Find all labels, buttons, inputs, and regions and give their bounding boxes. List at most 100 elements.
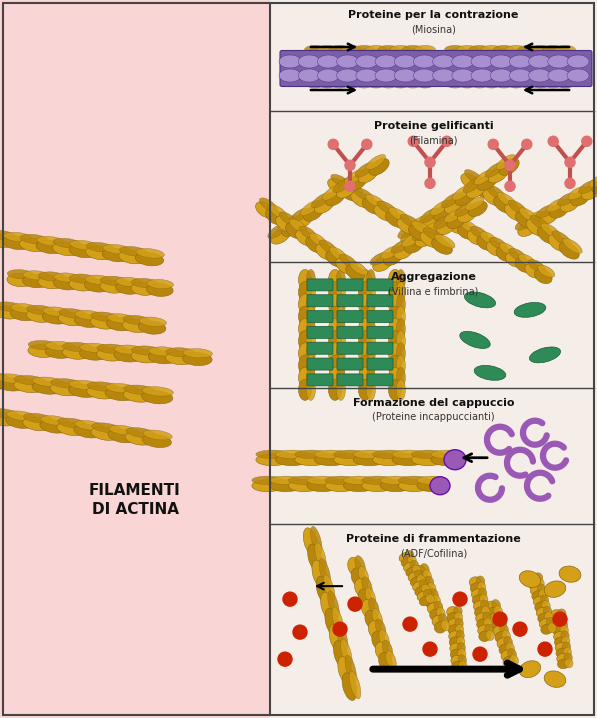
Circle shape <box>488 139 498 149</box>
Ellipse shape <box>351 192 371 208</box>
Ellipse shape <box>328 178 349 195</box>
Ellipse shape <box>518 45 538 54</box>
Ellipse shape <box>506 45 527 54</box>
Ellipse shape <box>69 274 96 284</box>
Ellipse shape <box>317 45 338 54</box>
FancyBboxPatch shape <box>367 358 393 370</box>
Ellipse shape <box>546 617 555 627</box>
Ellipse shape <box>557 653 569 663</box>
Ellipse shape <box>414 570 423 579</box>
Ellipse shape <box>123 315 150 325</box>
Ellipse shape <box>494 197 513 213</box>
Ellipse shape <box>304 49 325 61</box>
Ellipse shape <box>279 212 297 226</box>
Ellipse shape <box>518 49 538 61</box>
Ellipse shape <box>300 200 320 215</box>
Ellipse shape <box>399 553 411 562</box>
Ellipse shape <box>436 607 445 618</box>
Text: (ADF/Cofilina): (ADF/Cofilina) <box>400 548 467 558</box>
Ellipse shape <box>499 243 516 255</box>
Ellipse shape <box>538 613 550 623</box>
Ellipse shape <box>454 606 462 617</box>
Ellipse shape <box>389 342 402 364</box>
Ellipse shape <box>417 575 425 584</box>
Ellipse shape <box>298 367 312 388</box>
Ellipse shape <box>378 76 399 88</box>
Ellipse shape <box>456 625 464 635</box>
FancyBboxPatch shape <box>337 358 363 370</box>
Ellipse shape <box>309 233 327 247</box>
Ellipse shape <box>432 615 444 627</box>
Ellipse shape <box>271 228 291 244</box>
Ellipse shape <box>355 579 368 597</box>
Ellipse shape <box>336 294 346 314</box>
Ellipse shape <box>561 631 569 640</box>
Ellipse shape <box>389 318 402 339</box>
Ellipse shape <box>534 269 552 284</box>
Ellipse shape <box>336 269 346 290</box>
Text: Proteine di frammentazione: Proteine di frammentazione <box>346 534 521 544</box>
FancyBboxPatch shape <box>367 374 393 386</box>
Ellipse shape <box>266 209 284 225</box>
Ellipse shape <box>476 613 488 623</box>
Ellipse shape <box>298 379 312 401</box>
Ellipse shape <box>423 590 435 602</box>
Ellipse shape <box>74 424 103 438</box>
FancyBboxPatch shape <box>307 327 333 338</box>
Ellipse shape <box>463 177 483 192</box>
Ellipse shape <box>69 381 100 390</box>
Ellipse shape <box>7 270 34 279</box>
Ellipse shape <box>544 581 566 597</box>
Ellipse shape <box>328 330 341 351</box>
Ellipse shape <box>45 345 75 358</box>
Ellipse shape <box>534 573 543 582</box>
Ellipse shape <box>10 307 38 321</box>
Ellipse shape <box>329 73 350 81</box>
Ellipse shape <box>497 638 509 649</box>
Ellipse shape <box>359 294 371 314</box>
Ellipse shape <box>349 671 361 699</box>
Ellipse shape <box>362 577 372 595</box>
Ellipse shape <box>340 254 358 268</box>
Ellipse shape <box>548 235 568 251</box>
Ellipse shape <box>4 232 32 242</box>
Ellipse shape <box>518 221 537 236</box>
Ellipse shape <box>471 55 493 68</box>
Ellipse shape <box>353 450 386 459</box>
Ellipse shape <box>275 454 309 466</box>
Ellipse shape <box>32 377 64 386</box>
Circle shape <box>565 157 575 167</box>
Ellipse shape <box>342 673 356 701</box>
Ellipse shape <box>143 430 172 440</box>
Ellipse shape <box>378 49 399 61</box>
Ellipse shape <box>527 574 539 584</box>
Ellipse shape <box>445 76 466 88</box>
Ellipse shape <box>298 318 312 339</box>
Circle shape <box>473 647 487 661</box>
Ellipse shape <box>476 576 485 587</box>
Ellipse shape <box>472 181 492 198</box>
Ellipse shape <box>394 69 416 82</box>
Ellipse shape <box>592 178 597 194</box>
Ellipse shape <box>402 73 423 81</box>
Ellipse shape <box>149 347 178 356</box>
Ellipse shape <box>555 73 576 81</box>
Ellipse shape <box>480 232 497 244</box>
Ellipse shape <box>317 76 338 88</box>
Ellipse shape <box>288 480 320 492</box>
Ellipse shape <box>528 69 550 82</box>
FancyBboxPatch shape <box>367 327 393 338</box>
Ellipse shape <box>389 208 409 221</box>
Circle shape <box>505 160 515 170</box>
Ellipse shape <box>20 238 48 251</box>
Ellipse shape <box>533 597 545 607</box>
Ellipse shape <box>445 45 466 54</box>
Ellipse shape <box>398 476 430 485</box>
Ellipse shape <box>389 269 402 290</box>
Ellipse shape <box>367 355 376 376</box>
Circle shape <box>423 642 437 656</box>
Ellipse shape <box>365 195 386 208</box>
Ellipse shape <box>373 454 406 466</box>
Ellipse shape <box>279 215 298 230</box>
Ellipse shape <box>345 655 356 683</box>
